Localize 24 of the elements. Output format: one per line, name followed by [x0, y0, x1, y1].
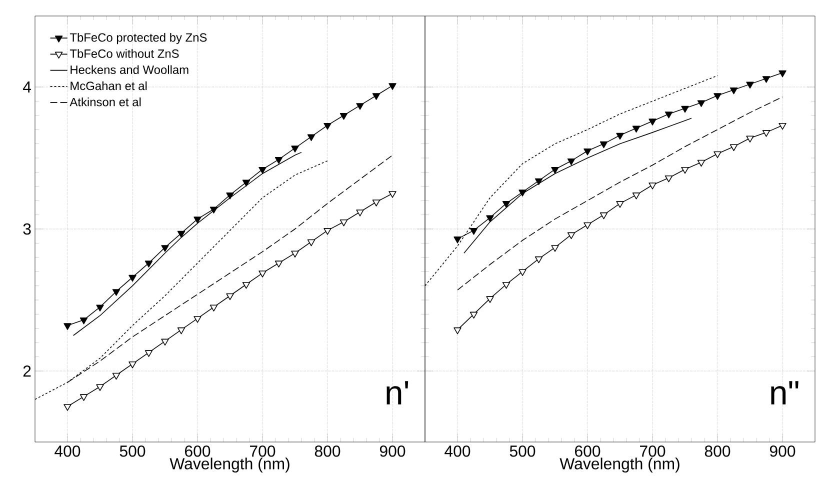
x-tick-label: 400: [444, 446, 470, 457]
x-axis-title: Wavelength (nm): [170, 458, 290, 473]
x-tick-label: 500: [120, 446, 146, 457]
legend-label: McGahan et al: [70, 81, 147, 90]
x-tick-label: 700: [250, 446, 276, 457]
legend-label: TbFeCo without ZnS: [70, 49, 179, 58]
x-tick-label: 500: [510, 446, 536, 457]
y-tick-label: 4: [22, 82, 32, 92]
x-tick-label: 600: [575, 446, 600, 457]
x-tick-label: 700: [640, 446, 666, 457]
x-tick-label: 800: [704, 446, 730, 457]
y-tick-label: 3: [23, 223, 31, 235]
legend-label: TbFeCo protected by ZnS: [70, 32, 207, 44]
y-tick-label: 2: [23, 365, 31, 377]
x-tick-label: 900: [770, 446, 796, 457]
legend-label: Atkinson et al: [70, 98, 141, 106]
annotation: n": [771, 381, 798, 404]
x-tick-label: 600: [185, 446, 210, 457]
x-tick-label: 900: [380, 446, 406, 457]
legend-label: Heckens and Woollam: [70, 65, 188, 74]
x-axis-title: Wavelength (nm): [560, 458, 680, 473]
x-tick-label: 400: [54, 446, 80, 457]
annotation: n': [386, 381, 408, 404]
x-tick-label: 800: [314, 446, 340, 457]
